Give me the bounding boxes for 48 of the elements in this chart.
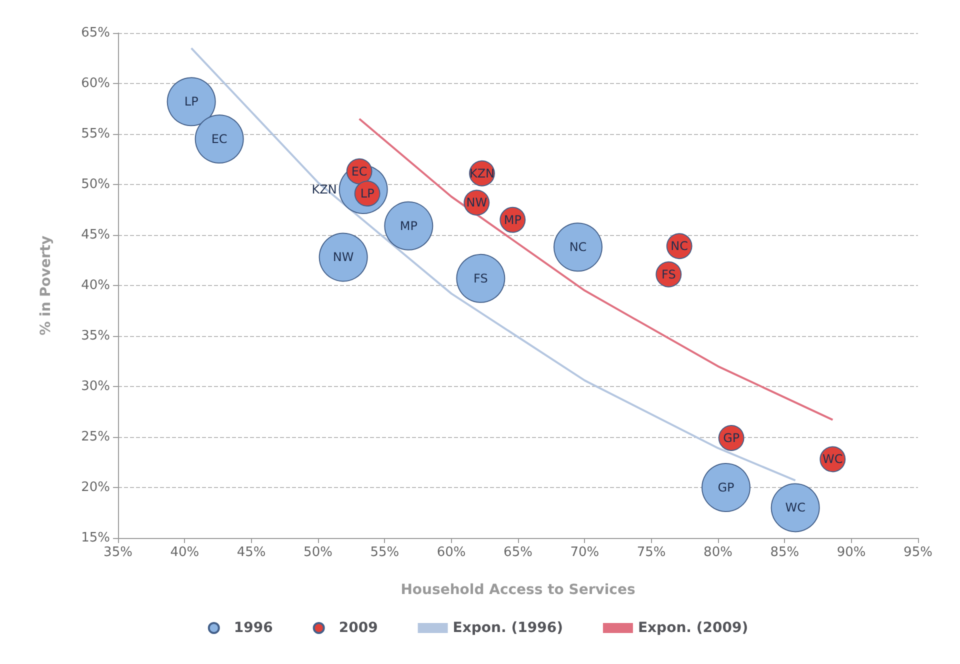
y-tick-label: 20% (81, 480, 110, 495)
x-tick-label: 85% (770, 545, 800, 560)
y-tick-label: 40% (81, 278, 110, 293)
data-label: FS (662, 267, 676, 282)
data-label: GP (718, 480, 734, 494)
y-tick-label: 25% (81, 430, 110, 444)
data-label: LP (360, 186, 374, 201)
y-tick-label: 15% (81, 530, 110, 546)
x-tick-label: 35% (104, 545, 132, 560)
y-tick-label: 35% (81, 328, 110, 344)
x-tick-label: 75% (636, 545, 666, 560)
data-label: NW (466, 196, 488, 210)
legend-label: Expon. (2009) (638, 620, 748, 636)
data-label: LP (184, 94, 198, 109)
x-tick-label: 55% (370, 545, 400, 560)
legend-label: 1996 (234, 620, 273, 636)
x-tick-label: 95% (904, 545, 932, 560)
y-tick-label: 50% (81, 177, 110, 192)
x-tick-label: 40% (170, 545, 200, 560)
x-tick-label: 45% (236, 545, 266, 560)
data-label: WC (822, 452, 843, 466)
data-label: MP (504, 212, 522, 227)
x-tick-label: 65% (504, 545, 532, 560)
data-label: FS (474, 271, 488, 286)
y-axis-title: % in Poverty (38, 236, 54, 336)
y-tick-label: 30% (81, 379, 110, 394)
x-axis-title: Household Access to Services (400, 582, 636, 598)
data-label: EC (351, 164, 368, 178)
data-label: NW (332, 250, 354, 264)
y-tick-label: 45% (81, 228, 110, 242)
data-label: MP (400, 218, 418, 233)
x-tick-label: 70% (570, 545, 600, 560)
x-tick-label: 80% (704, 545, 732, 560)
data-label: NC (670, 239, 688, 254)
x-tick-label: 60% (436, 545, 466, 560)
y-tick-label: 65% (81, 26, 110, 40)
y-tick-label: 55% (81, 126, 110, 142)
data-label: WC (785, 500, 806, 515)
data-label: KZN (469, 166, 495, 180)
data-label: KZN (312, 182, 337, 197)
data-label: NC (569, 240, 587, 254)
y-tick-label: 60% (81, 76, 110, 91)
x-tick-label: 50% (304, 545, 332, 560)
legend-label: Expon. (1996) (452, 620, 563, 636)
data-label: GP (723, 431, 740, 446)
x-tick-label: 90% (836, 545, 866, 560)
legend-label: 2009 (338, 620, 378, 636)
data-label: EC (211, 132, 228, 146)
